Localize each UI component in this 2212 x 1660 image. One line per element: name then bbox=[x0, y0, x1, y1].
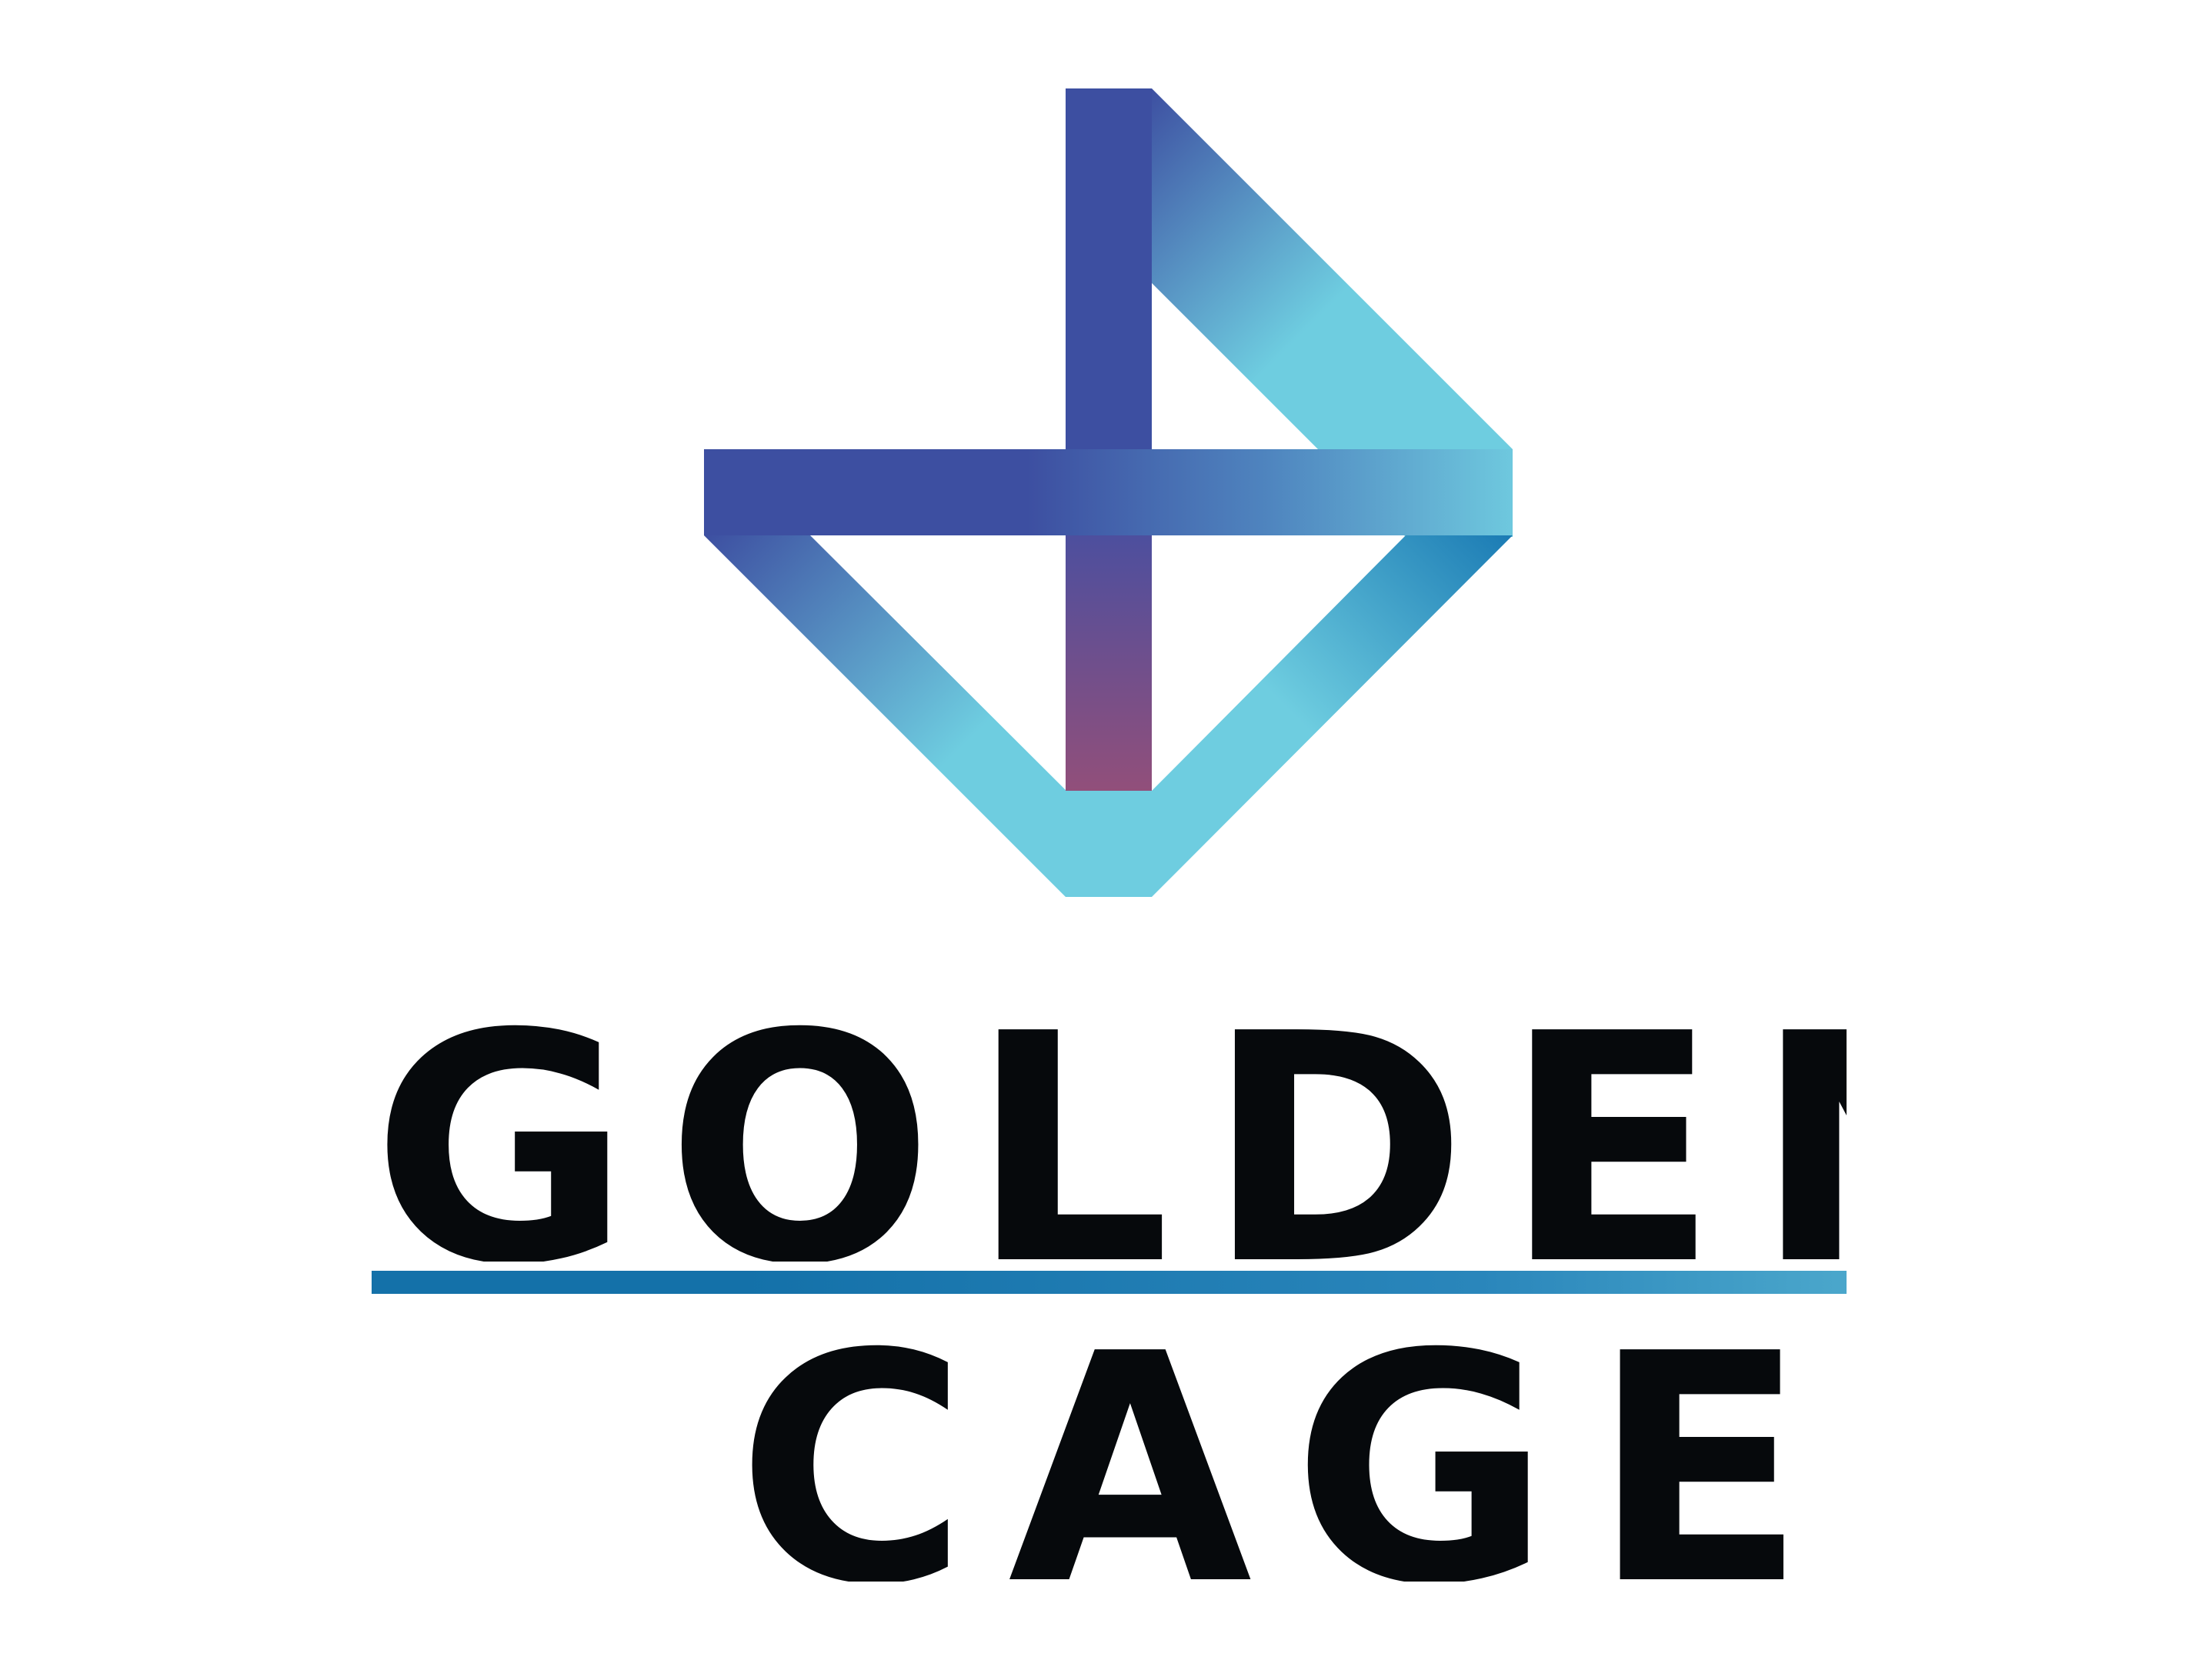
upper-diagonal-band bbox=[1152, 88, 1513, 537]
lower-right-diagonal-band bbox=[1066, 535, 1513, 897]
vertical-bar-lower bbox=[1066, 535, 1152, 791]
wordmark-cage: CAGE bbox=[736, 1312, 1847, 1582]
vertical-bar-upper bbox=[1066, 88, 1152, 450]
lower-left-diagonal-band bbox=[704, 535, 1108, 897]
horizontal-bar bbox=[704, 449, 1513, 535]
wordmark-divider bbox=[372, 1271, 1847, 1294]
wordmark-golden: GOLDEN bbox=[372, 992, 1847, 1262]
